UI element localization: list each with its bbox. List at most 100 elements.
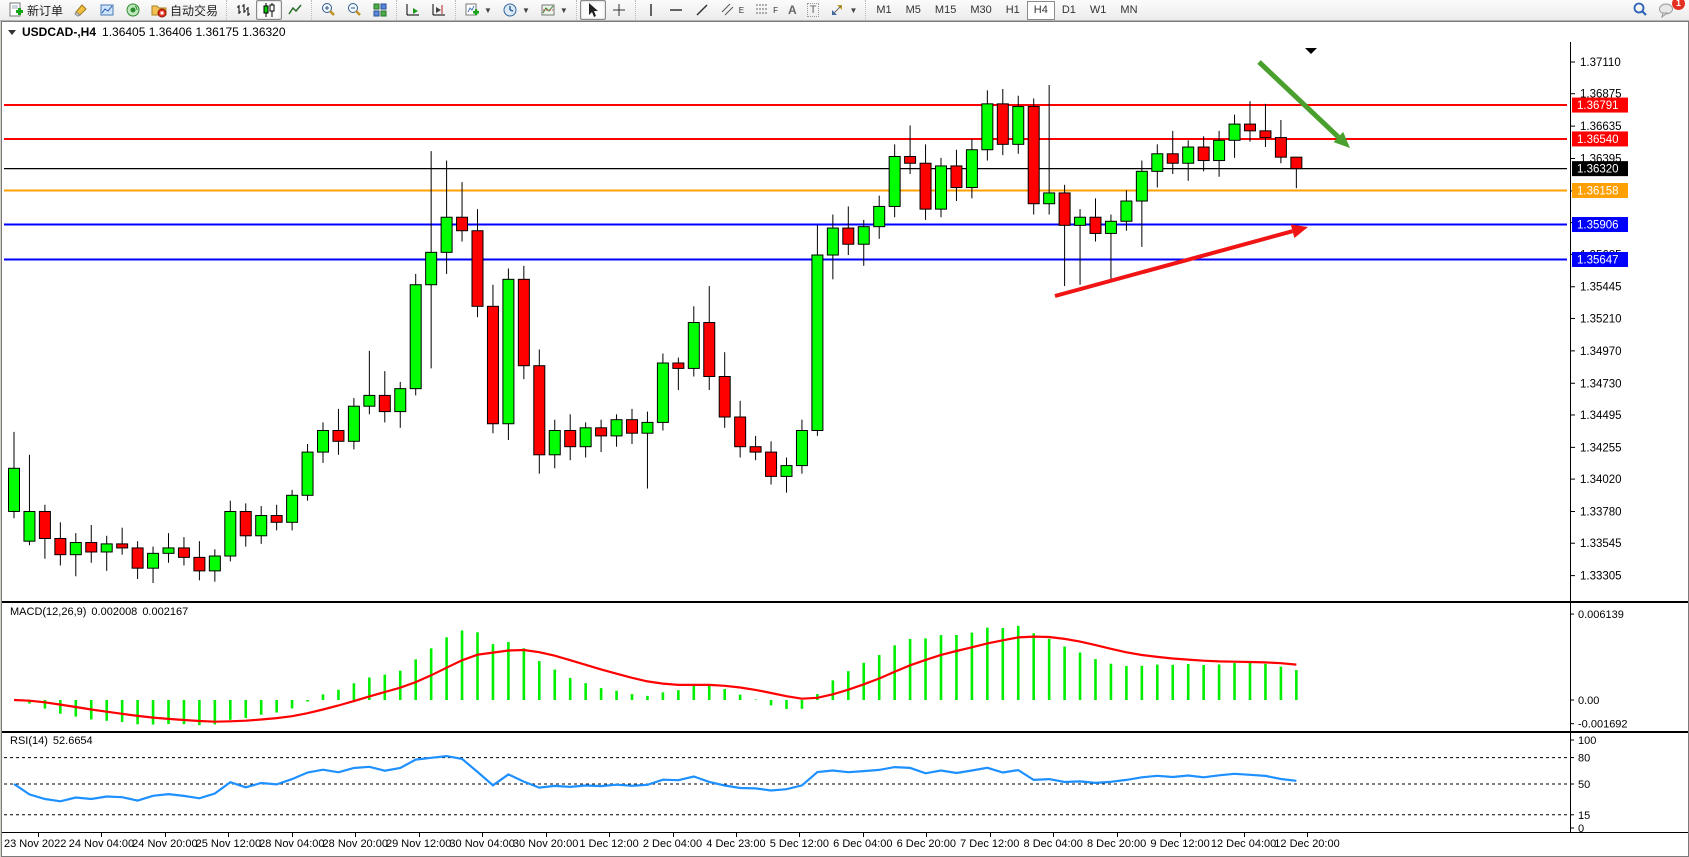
chart-shift-button[interactable] [426,0,452,20]
rsi-line [13,754,1297,803]
line-chart-icon [288,4,302,15]
time-tick [735,833,737,837]
signals-button[interactable] [120,0,146,20]
time-tick [799,833,801,837]
cursor-button[interactable] [579,0,606,20]
periods-button[interactable]: ▼ [497,0,535,20]
chart-titlebar[interactable]: USDCAD-,H4 1.36405 1.36406 1.36175 1.363… [2,22,1688,42]
timeframe-m5[interactable]: M5 [905,3,921,16]
price-line-labels: 1.36791 1.36540 1.36320 1.36158 1.35906 1.356… [1572,97,1628,267]
time-axis[interactable]: 23 Nov 2022 24 Nov 04:00 24 Nov 20:00 25 No… [2,832,1688,855]
svg-text:1.33780: 1.33780 [1580,506,1622,518]
time-tick [989,833,991,837]
chart-shift-marker[interactable] [1305,48,1317,54]
auto-scroll-button[interactable] [400,0,426,20]
new-chart-button[interactable]: ▼ [459,0,497,20]
search-button[interactable] [1627,0,1653,20]
channel-button[interactable]: E [715,0,749,20]
svg-text:100: 100 [1578,735,1596,747]
timeframe-m15[interactable]: M15 [934,3,957,16]
timeframe-m30[interactable]: M30 [970,3,992,16]
new-order-label: 新订单 [27,3,64,18]
svg-text:1.35647: 1.35647 [1577,254,1619,266]
text-label-button[interactable]: T [802,0,825,20]
templates-button[interactable]: ▼ [535,0,573,20]
time-tick [862,833,864,837]
toolbar-group-right: 1 [1624,0,1689,20]
new-order-button[interactable]: 新订单 [3,0,68,20]
rsi-axis-labels: 100 80 50 150 [1570,735,1596,832]
rsi-canvas[interactable]: 100 80 50 150 [2,732,1688,832]
shapes-button[interactable]: ▼ [824,0,862,20]
time-axis-label: 2 Dec 04:00 [642,838,703,850]
time-axis-label: 29 Nov 12:00 [385,838,452,850]
annotation-arrows[interactable] [1054,60,1350,298]
fibonacci-button[interactable]: F [749,0,783,20]
time-axis-label: 24 Nov 20:00 [132,838,198,850]
bar-chart-button[interactable] [230,0,256,20]
candles [8,84,1303,584]
time-axis-label: 8 Dec 04:00 [1023,838,1083,850]
notification-badge: 1 [1672,0,1685,10]
svg-text:1.33305: 1.33305 [1580,571,1622,583]
market-watch-button[interactable] [94,0,120,20]
time-tick [482,833,484,837]
time-tick [101,833,103,837]
candlestick-chart-button[interactable] [256,0,283,20]
svg-text:1.34970: 1.34970 [1580,346,1622,358]
chart-shift-icon [432,4,446,16]
autotrade-icon [151,5,167,18]
macd-canvas[interactable]: 0.006139 0.00 -0.001692 [2,602,1688,732]
timeframe-mn[interactable]: MN [1120,3,1138,16]
zoom-in-button[interactable] [315,0,341,20]
timeframe-h1[interactable]: H1 [1005,3,1020,16]
line-chart-button[interactable] [282,0,308,20]
timeframe-d1[interactable]: D1 [1061,3,1076,16]
timeframe-w1[interactable]: W1 [1089,3,1107,16]
macd-pane[interactable]: MACD(12,26,9) 0.002008 0.002167 0.006139 0.… [2,602,1688,732]
svg-text:1.34495: 1.34495 [1580,410,1622,422]
time-axis-label: 4 Dec 23:00 [706,838,766,850]
channel-glyph: E [738,5,745,15]
main-price-pane[interactable]: 1.371101.368751.366351.363951.361551.359… [2,42,1688,602]
toolbar-group-cursor [575,0,635,20]
vertical-line-icon [650,4,652,16]
svg-text:1.34020: 1.34020 [1580,474,1622,486]
timeframe-m1[interactable]: M1 [876,3,892,16]
time-tick [926,833,928,837]
chart-dropdown-icon[interactable] [8,29,16,35]
zoom-out-button[interactable] [341,0,367,20]
chat-button[interactable]: 1 [1653,0,1685,20]
svg-text:1.35445: 1.35445 [1580,282,1622,294]
time-axis-label: 1 Dec 12:00 [579,838,639,850]
time-tick [609,833,611,837]
svg-text:50: 50 [1578,779,1590,791]
time-tick [1180,833,1182,837]
equidistant-channel-icon [721,3,734,16]
toolbar-group-charttype [226,0,311,20]
main-chart-canvas[interactable]: 1.371101.368751.366351.363951.361551.359… [2,42,1688,602]
svg-text:0: 0 [1578,823,1584,832]
horizontal-line-button[interactable] [663,0,689,20]
macd-signal-value: 0.002167 [142,606,189,618]
cursor-icon [588,3,598,17]
time-axis-label: 9 Dec 12:00 [1150,838,1210,850]
tile-windows-icon [373,3,387,17]
time-tick [291,833,293,837]
macd-label: MACD(12,26,9) 0.002008 0.002167 [10,606,193,618]
trendline-button[interactable] [689,0,715,20]
eraser-button[interactable] [68,0,94,20]
text-button[interactable]: A [783,0,802,20]
vertical-line-button[interactable] [639,0,663,20]
time-axis-label: 30 Nov 04:00 [449,838,515,850]
timeframe-h4[interactable]: H4 [1026,0,1055,20]
tile-windows-button[interactable] [367,0,393,20]
chart-ohlc-values: 1.36405 1.36406 1.36175 1.36320 [102,25,286,39]
zoom-in-icon [322,3,335,16]
time-tick [228,833,230,837]
new-order-icon [9,2,23,17]
autotrade-button[interactable]: 自动交易 [146,0,223,20]
crosshair-button[interactable] [606,0,632,20]
rsi-pane[interactable]: RSI(14) 52.6654 100 80 50 15 0 [2,732,1688,832]
svg-text:-0.001692: -0.001692 [1578,719,1628,731]
